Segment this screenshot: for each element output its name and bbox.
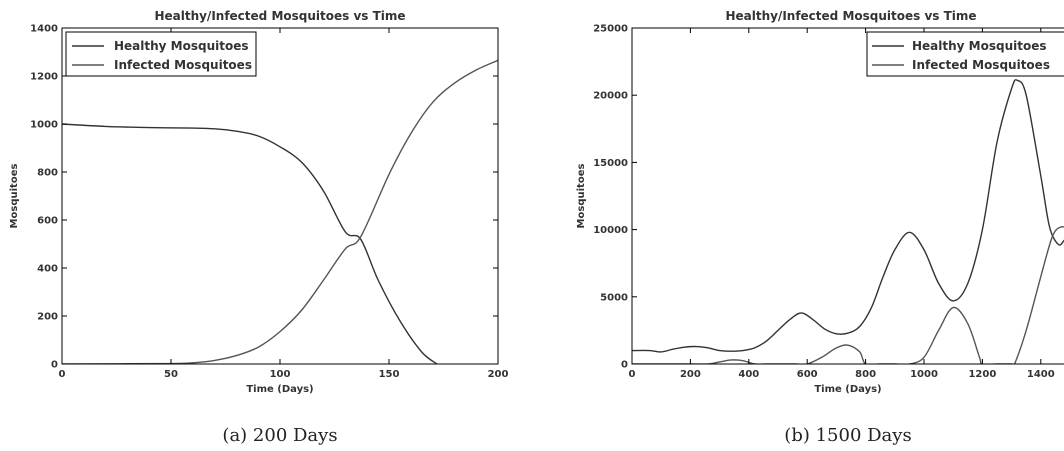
y-tick-label: 1200 (30, 72, 58, 83)
x-axis-label-b: Time (Days) (814, 384, 881, 395)
x-tick-label: 200 (488, 369, 509, 380)
x-axis-label-a: Time (Days) (246, 384, 313, 395)
series-line-infected-a (62, 59, 498, 364)
plot-frame-b (631, 27, 1064, 365)
x-tick-label: 0 (629, 369, 636, 380)
y-tick-label: 400 (37, 264, 58, 275)
series-line-infected-b (632, 225, 1064, 364)
legend-b: Healthy Mosquitoes Infected Mosquitoes (866, 31, 1064, 77)
x-tick-label: 50 (164, 369, 178, 380)
chart-title-b: Healthy/Infected Mosquitoes vs Time (725, 9, 976, 23)
legend-box-a (65, 31, 257, 77)
x-tick-label: 600 (797, 369, 818, 380)
y-tick-label: 800 (37, 168, 58, 179)
series-line-healthy-a (62, 123, 438, 364)
x-tick-label: 0 (59, 369, 66, 380)
chart-title-a: Healthy/Infected Mosquitoes vs Time (154, 9, 405, 23)
legend-label-healthy-a: Healthy Mosquitoes (114, 39, 249, 53)
series-line-healthy-b (632, 79, 1064, 353)
y-axis-label-b: Mosquitoes (576, 164, 587, 229)
x-tick-label: 800 (855, 369, 876, 380)
legend-label-infected-b: Infected Mosquitoes (912, 58, 1050, 72)
caption-a: (a) 200 Days (222, 425, 337, 446)
y-tick-label: 20000 (593, 91, 628, 102)
y-tick-label: 10000 (593, 225, 628, 236)
chart-panel-a: Healthy/Infected Mosquitoes vs Time 0 50 1… (9, 9, 508, 446)
x-tick-label: 100 (270, 369, 291, 380)
y-tick-label: 600 (37, 216, 58, 227)
chart-panel-b: Healthy/Infected Mosquitoes vs Time 0 200… (576, 9, 1064, 446)
legend-a: Healthy Mosquitoes Infected Mosquitoes (65, 31, 257, 77)
y-tick-label: 0 (621, 360, 628, 371)
x-tick-label: 1000 (910, 369, 938, 380)
y-tick-label: 0 (51, 360, 58, 371)
y-tick-label: 5000 (600, 292, 628, 303)
legend-label-infected-a: Infected Mosquitoes (114, 58, 252, 72)
y-tick-label: 1400 (30, 24, 58, 35)
x-tick-label: 400 (738, 369, 759, 380)
x-tick-label: 200 (680, 369, 701, 380)
caption-b: (b) 1500 Days (784, 425, 911, 446)
x-tick-label: 150 (379, 369, 400, 380)
x-tick-label: 1200 (968, 369, 996, 380)
y-tick-label: 200 (37, 312, 58, 323)
y-tick-label: 25000 (593, 24, 628, 35)
y-tick-label: 15000 (593, 158, 628, 169)
legend-label-healthy-b: Healthy Mosquitoes (912, 39, 1047, 53)
y-tick-label: 1000 (30, 120, 58, 131)
y-axis-label-a: Mosquitoes (9, 164, 20, 229)
legend-box-b (866, 31, 1064, 77)
x-tick-label: 1400 (1027, 369, 1055, 380)
